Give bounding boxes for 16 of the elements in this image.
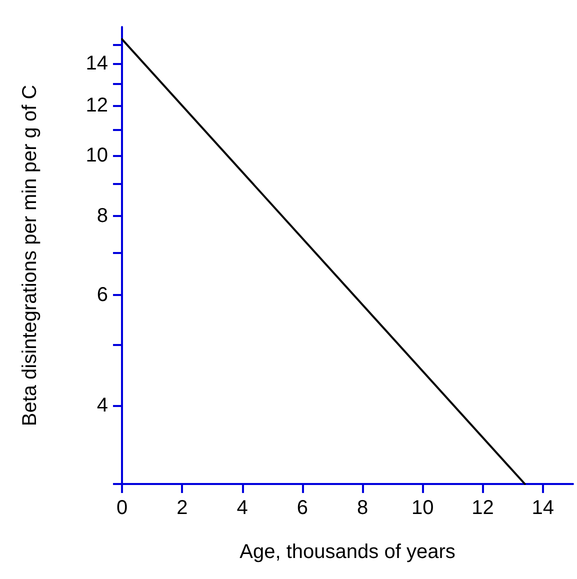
- y-tick-label: 12: [86, 94, 108, 117]
- x-tick-label: 14: [532, 497, 554, 519]
- x-tick-label: 0: [116, 497, 128, 519]
- y-axis-title: Beta disintegrations per min per g of C: [19, 84, 41, 426]
- x-axis-title: Age, thousands of years: [240, 541, 456, 563]
- x-tick-label: 4: [236, 497, 248, 519]
- x-tick-label: 12: [472, 497, 494, 519]
- x-tick-label: 6: [296, 497, 308, 519]
- y-tick-label: 6: [96, 284, 108, 306]
- y-tick-label: 10: [86, 144, 108, 166]
- y-tick-label: 14: [86, 52, 108, 74]
- y-tick-label: 8: [96, 205, 108, 228]
- x-tick-label: 8: [356, 497, 368, 519]
- x-tick-label: 10: [412, 497, 434, 519]
- y-tick-label: 4: [96, 394, 108, 416]
- x-tick-label: 2: [176, 497, 188, 519]
